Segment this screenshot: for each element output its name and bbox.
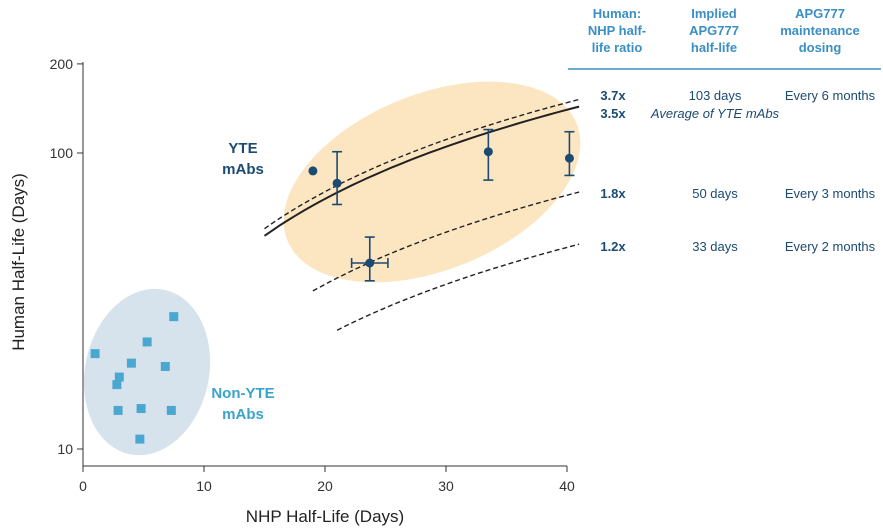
- header-halflife-line2: APG777: [689, 23, 739, 38]
- non-yte-data-point: [160, 361, 170, 371]
- header-halflife-line1: Implied: [691, 6, 737, 21]
- header-dosing-line2: maintenance: [780, 23, 859, 38]
- table-rows: 3.7x 103 days Every 6 months 3.5x Averag…: [600, 88, 875, 254]
- row1-ratio: 3.7x: [600, 88, 626, 103]
- ratio-curve: [264, 98, 580, 230]
- non-yte-label-line2: mAbs: [222, 406, 264, 423]
- group-ellipses: [83, 81, 581, 456]
- row2-ratio: 3.5x: [600, 106, 626, 121]
- yte-data-point: [483, 147, 493, 157]
- yte-ellipse: [283, 81, 581, 283]
- x-tick-label: 0: [79, 478, 87, 494]
- header-dosing-line3: dosing: [799, 40, 842, 55]
- header-ratio-line3: life ratio: [592, 40, 643, 55]
- row1-half-life: 103 days: [689, 88, 742, 103]
- row1-dosing: Every 6 months: [785, 88, 876, 103]
- row3-half-life: 50 days: [692, 186, 738, 201]
- non-yte-ellipse: [83, 288, 211, 456]
- non-yte-data-point: [135, 434, 145, 444]
- non-yte-data-point: [169, 312, 179, 322]
- x-tick-label: 30: [438, 478, 454, 494]
- x-ticks: 0 10 20 30 40: [79, 466, 575, 494]
- non-yte-data-point: [113, 405, 123, 415]
- y-tick-label: 10: [57, 441, 73, 457]
- yte-data-point: [308, 166, 318, 176]
- row4-dosing: Every 2 months: [785, 239, 876, 254]
- yte-label-line2: mAbs: [222, 161, 264, 178]
- x-axis-label: NHP Half-Life (Days): [246, 507, 404, 526]
- data-markers: [90, 128, 575, 444]
- yte-label-line1: YTE: [228, 140, 257, 157]
- row3-dosing: Every 3 months: [785, 186, 876, 201]
- non-yte-data-point: [114, 372, 124, 382]
- non-yte-data-point: [136, 404, 146, 414]
- y-tick-label: 200: [50, 56, 74, 72]
- yte-data-point: [365, 258, 375, 268]
- ratio-curve: [263, 105, 580, 237]
- non-yte-data-point: [90, 349, 100, 359]
- y-axis-label: Human Half-Life (Days): [9, 173, 28, 351]
- non-yte-label-line1: Non-YTE: [211, 385, 274, 402]
- table-headers: Human: NHP half- life ratio Implied APG7…: [568, 6, 881, 70]
- y-tick-label: 100: [50, 145, 74, 161]
- row2-note: Average of YTE mAbs: [650, 106, 780, 121]
- y-ticks: 10 100 200: [50, 56, 83, 457]
- header-halflife-line3: half-life: [691, 40, 737, 55]
- ratio-curve: [336, 243, 580, 331]
- x-tick-label: 40: [559, 478, 575, 494]
- non-yte-data-point: [112, 380, 122, 390]
- row4-half-life: 33 days: [692, 239, 738, 254]
- ratio-curves: [263, 98, 580, 331]
- header-ratio-line2: NHP half-: [588, 23, 646, 38]
- x-tick-label: 10: [196, 478, 212, 494]
- row4-ratio: 1.2x: [600, 239, 626, 254]
- yte-data-point: [332, 178, 342, 188]
- non-yte-data-point: [142, 337, 152, 347]
- header-dosing-line1: APG777: [795, 6, 845, 21]
- header-ratio-line1: Human:: [593, 6, 641, 21]
- ratio-curve: [312, 191, 580, 292]
- yte-data-point: [564, 153, 574, 163]
- x-tick-label: 20: [317, 478, 333, 494]
- non-yte-data-point: [166, 405, 176, 415]
- non-yte-data-point: [126, 358, 136, 368]
- row3-ratio: 1.8x: [600, 186, 626, 201]
